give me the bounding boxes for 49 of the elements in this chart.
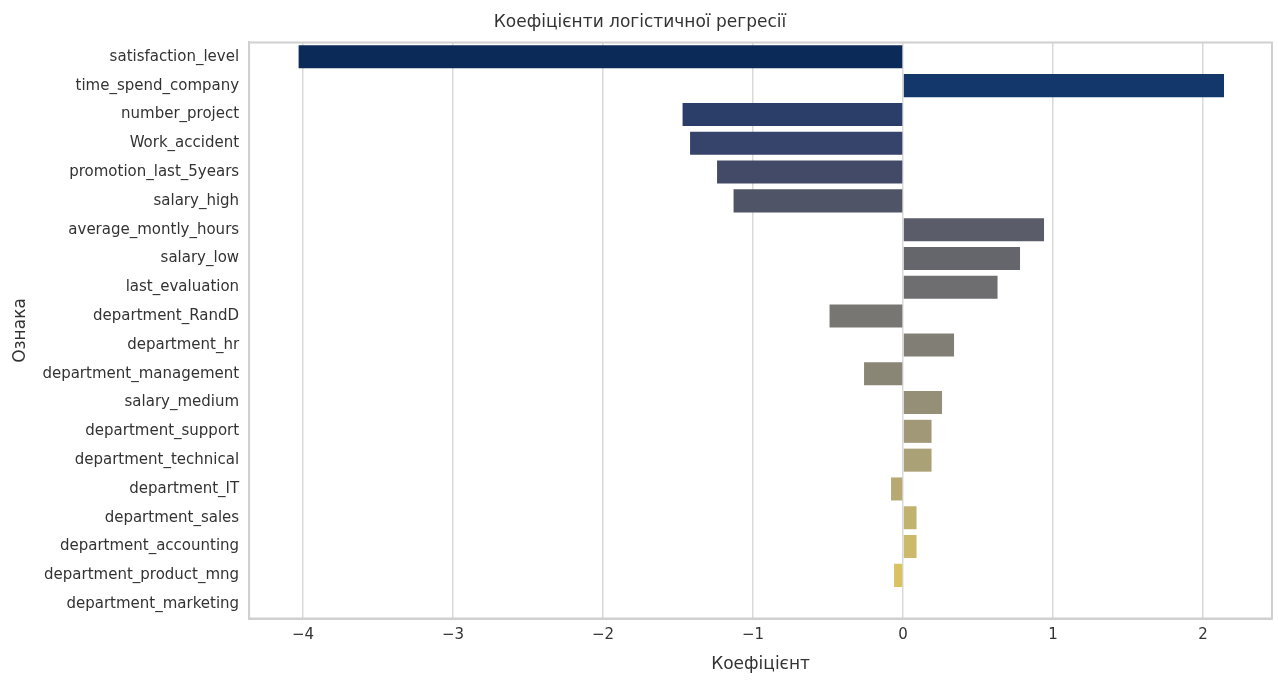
bar [903,333,955,357]
bar [903,448,932,472]
y-tick-label: last_evaluation [125,277,240,297]
y-tick-label: department_IT [129,478,240,498]
y-tick-label: department_product_mng [44,565,240,585]
y-tick-label: salary_high [153,190,240,210]
x-tick-label: −1 [742,625,765,644]
y-tick-label: time_spend_company [75,75,240,95]
bar [903,246,1021,270]
y-tick-label: salary_low [160,248,240,268]
y-tick-label: satisfaction_level [109,46,240,66]
x-tick-label: 2 [1198,625,1208,644]
bar [717,160,903,184]
y-tick-label: department_marketing [66,594,240,614]
x-tick-label: −2 [592,625,615,644]
bar [864,362,903,386]
y-tick-label: department_support [85,421,240,441]
bar [903,218,1045,242]
x-tick-label: 1 [1048,625,1058,644]
y-tick-label: department_RandD [93,305,240,325]
bar [690,131,903,155]
bar [894,563,903,587]
y-axis-title: Ознака [8,298,29,363]
y-tick-label: promotion_last_5years [69,161,240,181]
y-tick-label: number_project [121,104,240,124]
bar [903,74,1225,98]
x-axis-title: Коефіцієнт [711,653,811,674]
y-tick-label: salary_medium [124,392,240,412]
bar [903,275,998,299]
bar [903,506,917,530]
x-tick-label: −3 [442,625,465,644]
y-tick-label: department_management [42,363,240,383]
y-tick-label: Work_accident [129,133,240,153]
x-tick-label: −4 [292,625,315,644]
y-tick-label: department_sales [104,507,240,527]
chart-title: Коефіцієнти логістичної регресії [493,10,787,31]
bar [733,189,903,213]
bar [829,304,903,328]
bar [903,535,917,559]
x-tick-label: 0 [898,625,908,644]
bar [682,102,903,126]
bar [903,391,943,415]
y-tick-label: department_hr [127,334,240,354]
bar [891,477,903,501]
bar [903,419,932,443]
y-tick-label: department_technical [74,450,240,470]
y-tick-label: department_accounting [59,536,240,556]
bar [298,45,903,69]
y-tick-label: average_montly_hours [68,219,240,239]
